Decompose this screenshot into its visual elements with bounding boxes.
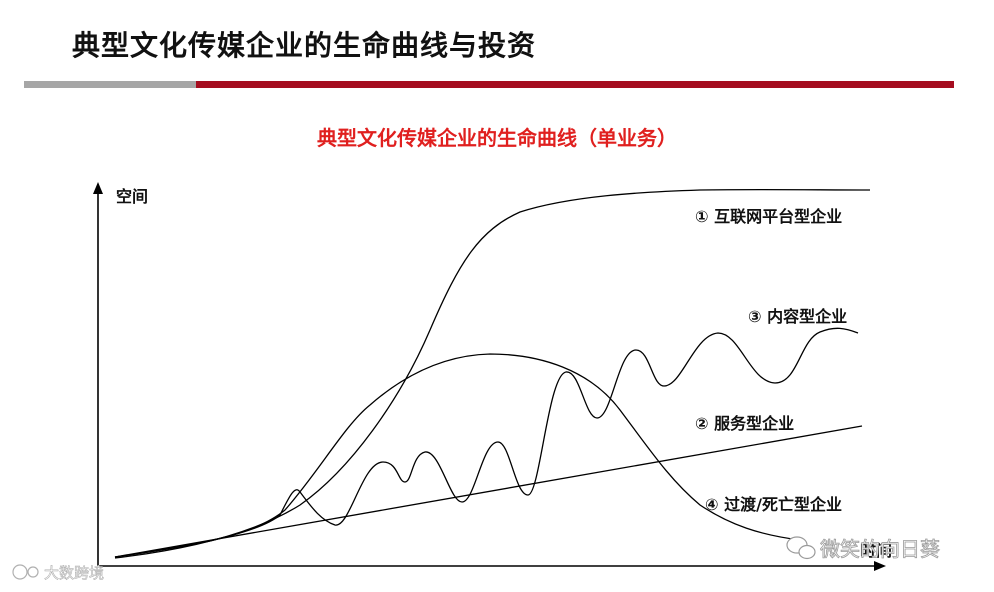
label-platform: ① 互联网平台型企业 — [695, 207, 842, 226]
title-divider-grey — [24, 81, 196, 88]
curve-service — [114, 425, 863, 558]
watermark-left: 大数跨境 — [44, 564, 104, 582]
x-axis-label: 时间 — [860, 541, 892, 560]
y-axis-arrow — [93, 182, 103, 194]
curve-platform — [114, 188, 871, 559]
label-service: ② 服务型企业 — [695, 414, 794, 433]
x-axis-arrow — [874, 561, 886, 571]
diagram-subtitle: 典型文化传媒企业的生命曲线（单业务） — [317, 126, 677, 150]
y-axis-label: 空间 — [116, 187, 148, 206]
label-transition: ④ 过渡/死亡型企业 — [705, 495, 842, 514]
watermark-right: 微笑的向日葵 — [820, 537, 940, 561]
wechat-icon — [786, 536, 816, 560]
page-title: 典型文化传媒企业的生命曲线与投资 — [72, 29, 537, 62]
label-content: ③ 内容型企业 — [748, 307, 847, 326]
brand-logo-icon — [12, 564, 39, 580]
title-divider-red — [196, 81, 954, 88]
curve-content — [114, 327, 859, 558]
